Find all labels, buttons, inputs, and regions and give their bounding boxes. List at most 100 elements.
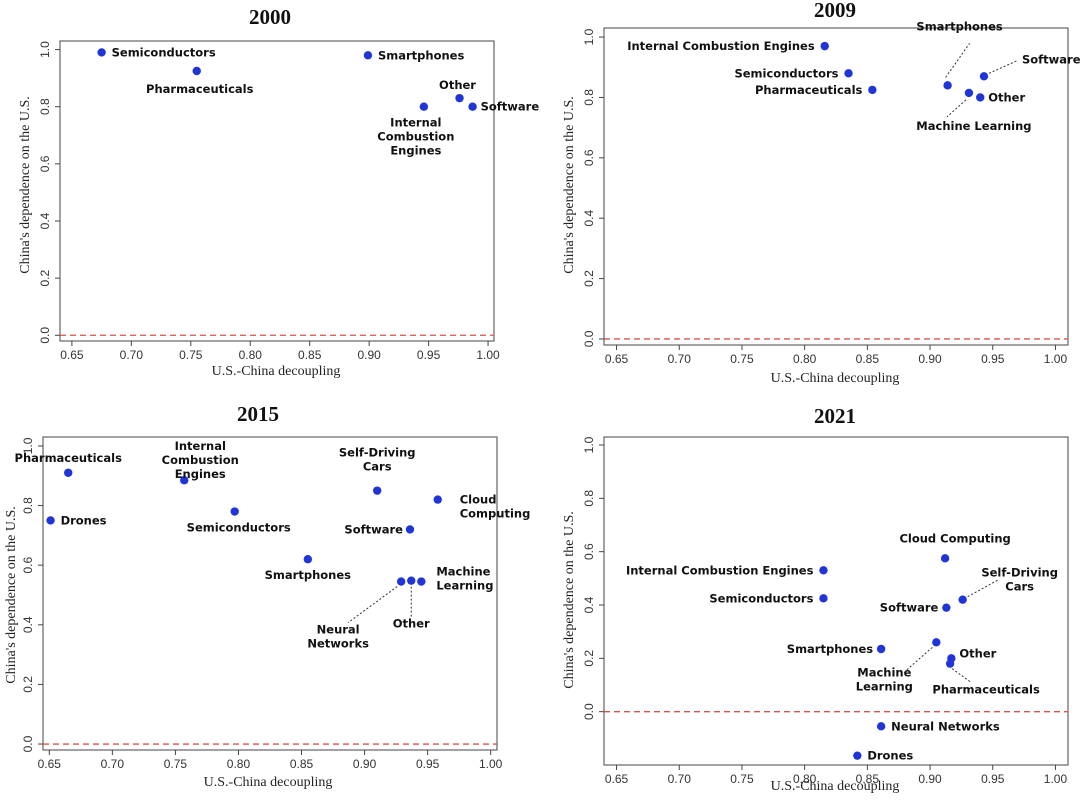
data-point-pharmaceuticals (64, 468, 73, 477)
point-label-software: Software (1022, 52, 1080, 66)
x-tick-label: 1.00 (1044, 352, 1068, 366)
data-point-machine-learning (417, 577, 426, 586)
data-point-other (976, 93, 985, 102)
x-axis-label: U.S.-China decoupling (771, 371, 900, 386)
plot-frame (42, 436, 498, 751)
point-label-neural-networks: Neural Networks (891, 719, 1000, 733)
x-tick-label: 0.65 (605, 772, 629, 786)
x-tick-label: 0.65 (60, 348, 84, 362)
data-point-internal-combustion-engines (419, 102, 429, 111)
x-tick-label: 0.90 (353, 757, 377, 771)
y-tick-label: 0.2 (21, 676, 35, 693)
point-label-internal-combustion-engines: Internal Combustion Engines (162, 439, 239, 481)
data-point-software (468, 102, 477, 111)
point-label-machine-learning: Machine Learning (436, 565, 493, 593)
y-tick-label: 1.0 (582, 28, 596, 45)
y-tick-label: 0.4 (38, 212, 52, 229)
y-tick-label: 0.8 (582, 490, 596, 507)
x-tick-label: 0.70 (120, 348, 144, 362)
data-point-machine-learning (964, 88, 974, 98)
x-tick-label: 0.75 (730, 772, 754, 786)
data-point-semiconductors (230, 507, 239, 516)
y-axis-label: China's dependence on the U.S. (18, 96, 33, 273)
plot-frame (603, 436, 1069, 766)
y-tick-label: 0.4 (582, 596, 596, 613)
point-label-internal-combustion-engines: Internal Combustion Engines (627, 39, 815, 53)
point-label-internal-combustion-engines: Internal Combustion Engines (377, 116, 454, 158)
point-label-self-driving-cars: Self-Driving Cars (981, 566, 1058, 594)
plot-frame (59, 40, 495, 342)
y-tick-label: 0.2 (38, 269, 52, 286)
y-tick-label: 0.2 (582, 650, 596, 667)
data-point-software (405, 525, 415, 534)
plot-frame (603, 27, 1069, 346)
x-axis-label: U.S.-China decoupling (204, 775, 333, 790)
data-point-internal-combustion-engines (820, 41, 829, 51)
point-label-semiconductors: Semiconductors (112, 45, 216, 59)
x-tick-label: 0.80 (793, 772, 817, 786)
y-tick-label: 0.0 (21, 735, 35, 752)
x-tick-label: 0.80 (227, 757, 251, 771)
y-tick-label: 0.6 (582, 149, 596, 166)
leader-line (347, 586, 398, 623)
data-point-machine-learning (932, 638, 941, 647)
x-tick-label: 0.80 (239, 348, 263, 362)
y-tick-label: 0.4 (21, 616, 35, 633)
chart-panel-2000: 2000 0.65 0.70 0.75 0.80 0.85 0.90 0.95 1.00 0.0 0… (18, 5, 539, 379)
point-label-other: Other (988, 90, 1025, 104)
x-tick-label: 0.85 (856, 772, 880, 786)
y-axis-label: China's dependence on the U.S. (562, 96, 577, 273)
data-point-software (942, 603, 951, 612)
data-point-cloud-computing (433, 495, 442, 504)
y-axis-label: China's dependence on the U.S. (562, 511, 577, 688)
leader-line (967, 579, 999, 598)
x-tick-label: 0.85 (298, 348, 322, 362)
data-point-smartphones (876, 644, 886, 654)
x-tick-label: 1.00 (476, 348, 500, 362)
point-label-smartphones: Smartphones (378, 48, 465, 62)
x-tick-label: 1.00 (479, 757, 503, 771)
x-tick-label: 0.70 (668, 772, 692, 786)
x-tick-label: 0.80 (793, 352, 817, 366)
data-point-smartphones (943, 81, 952, 90)
point-label-pharmaceuticals: Pharmaceuticals (15, 451, 123, 465)
y-tick-label: 0.6 (38, 155, 52, 172)
point-label-software: Software (344, 522, 403, 536)
point-label-cloud-computing: Cloud Computing (460, 493, 531, 521)
point-label-smartphones: Smartphones (265, 568, 352, 582)
data-point-neural-networks (876, 722, 886, 731)
chart-panel-2015: 2015 0.65 0.70 0.75 0.80 0.85 0.90 0.95 1.00 0.0 0… (4, 402, 530, 790)
x-tick-label: 0.70 (101, 757, 125, 771)
x-tick-label: 0.65 (605, 352, 629, 366)
point-label-other: Other (439, 78, 476, 92)
leader-line (905, 646, 933, 671)
x-tick-label: 0.90 (918, 352, 942, 366)
point-label-smartphones: Smartphones (787, 642, 874, 656)
y-tick-label: 0.8 (582, 89, 596, 106)
data-point-software (979, 72, 989, 81)
point-label-machine-learning: Machine Learning (856, 665, 913, 693)
x-tick-label: 0.70 (668, 352, 692, 366)
point-label-pharmaceuticals: Pharmaceuticals (932, 683, 1040, 697)
x-tick-label: 1.00 (1044, 772, 1068, 786)
point-label-machine-learning: Machine Learning (916, 119, 1031, 133)
data-point-pharmaceuticals (192, 66, 201, 76)
x-tick-label: 0.95 (416, 757, 440, 771)
y-tick-label: 0.0 (582, 703, 596, 720)
point-label-cloud-computing: Cloud Computing (899, 531, 1010, 545)
leader-line (945, 43, 971, 78)
data-point-semiconductors (844, 69, 853, 78)
data-point-self-driving-cars (372, 486, 382, 495)
point-label-pharmaceuticals: Pharmaceuticals (146, 82, 254, 96)
x-tick-label: 0.95 (981, 352, 1005, 366)
x-axis-label: U.S.-China decoupling (212, 364, 341, 379)
y-tick-label: 1.0 (38, 41, 52, 58)
point-label-neural-networks: Neural Networks (307, 623, 369, 651)
data-point-cloud-computing (940, 554, 950, 563)
y-tick-label: 0.6 (21, 557, 35, 574)
leader-line (951, 668, 971, 683)
point-label-smartphones: Smartphones (916, 19, 1003, 33)
x-tick-label: 0.85 (856, 352, 880, 366)
point-label-other: Other (393, 617, 430, 631)
